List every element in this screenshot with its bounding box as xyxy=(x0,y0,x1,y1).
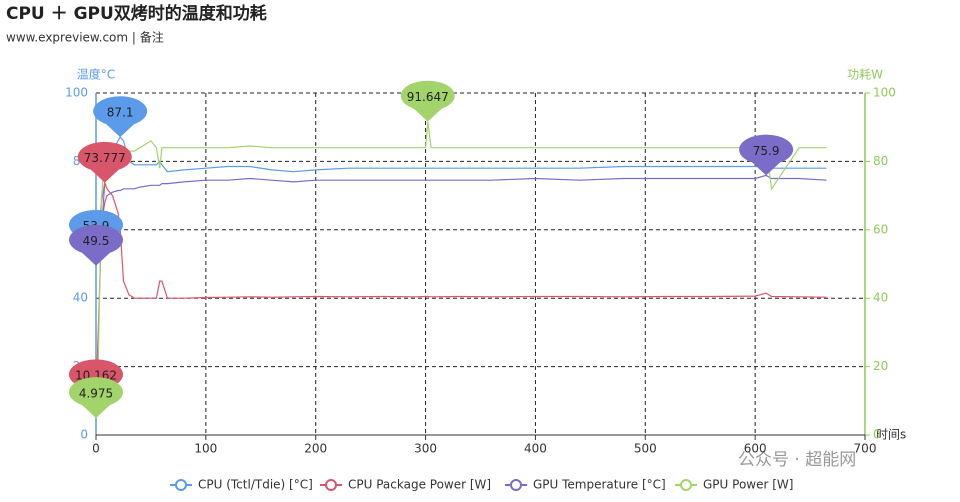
chart-title: CPU ＋ GPU双烤时的温度和功耗 xyxy=(6,3,267,24)
annotation-pin xyxy=(77,141,132,183)
legend-label: GPU Power [W] xyxy=(703,478,793,492)
annotation-pin xyxy=(400,80,455,122)
annotation-label: 75.9 xyxy=(753,144,780,158)
legend-marker xyxy=(680,479,692,491)
y-tick-label: 40 xyxy=(73,291,88,305)
y2-tick-label: 0 xyxy=(873,428,881,442)
y2-tick-label: 40 xyxy=(873,291,888,305)
x-tick-label: 300 xyxy=(414,442,437,456)
annotation-label: 4.975 xyxy=(79,386,113,400)
watermark: 公众号 · 超能网 xyxy=(738,450,856,470)
x-axis-label: 时间s xyxy=(876,428,906,442)
y-tick-label: 0 xyxy=(80,428,88,442)
annotation-label: 49.5 xyxy=(83,234,110,248)
annotation-pin xyxy=(69,224,124,266)
legend-label: CPU Package Power [W] xyxy=(348,478,491,492)
annotation-label: 87.1 xyxy=(107,106,134,120)
x-tick-label: 100 xyxy=(194,442,217,456)
x-tick-label: 700 xyxy=(854,442,877,456)
legend-marker xyxy=(175,479,187,491)
legend-marker xyxy=(325,479,337,491)
annotation-pin xyxy=(93,96,148,138)
y2-tick-label: 20 xyxy=(873,359,888,373)
x-tick-label: 400 xyxy=(524,442,547,456)
annotation-label: 73.777 xyxy=(84,151,126,165)
x-tick-label: 500 xyxy=(634,442,657,456)
x-tick-label: 0 xyxy=(92,442,100,456)
legend-marker xyxy=(510,479,522,491)
y-tick-label: 100 xyxy=(65,86,88,100)
y2-axis-label: 功耗W xyxy=(847,68,883,82)
annotation-pin xyxy=(69,377,124,418)
x-tick-label: 200 xyxy=(304,442,327,456)
annotation-label: 91.647 xyxy=(407,90,449,104)
legend-label: GPU Temperature [°C] xyxy=(533,478,666,492)
legend-label: CPU (Tctl/Tdie) [°C] xyxy=(198,478,313,492)
y2-tick-label: 80 xyxy=(873,154,888,168)
annotation-pin xyxy=(739,134,794,176)
x-tick-label: 600 xyxy=(744,442,767,456)
y2-tick-label: 100 xyxy=(873,86,896,100)
y2-tick-label: 60 xyxy=(873,222,888,236)
y-axis-label: 温度°C xyxy=(77,67,115,82)
chart-subtitle: www.expreview.com | 备注 xyxy=(6,30,164,45)
series-line xyxy=(95,174,827,266)
series-line xyxy=(95,136,827,251)
